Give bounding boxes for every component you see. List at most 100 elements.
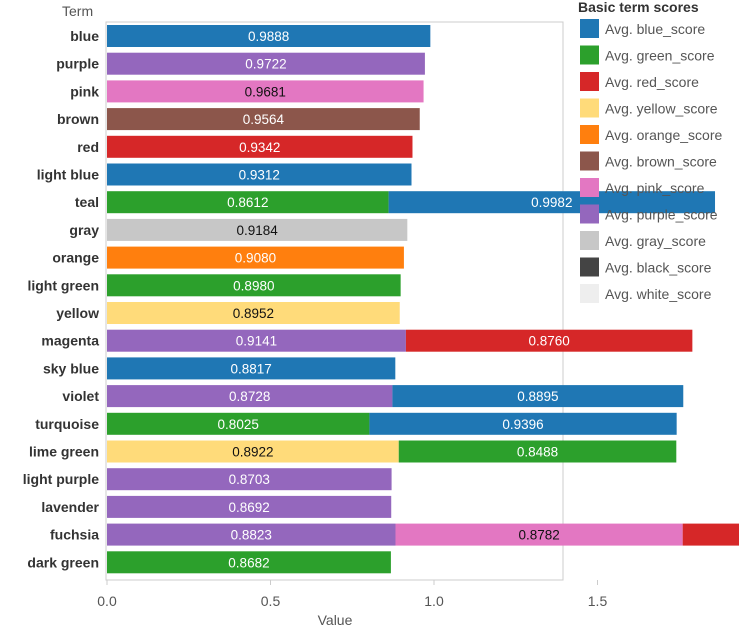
category-label-brown: brown: [57, 111, 99, 127]
legend-label-avg-purple-score: Avg. purple_score: [605, 207, 718, 223]
bar-lime-green-avg-yellow-score: [107, 440, 399, 463]
bar-orange-avg-orange-score: [107, 246, 404, 269]
bar-label-yellow-1: 0.8952: [233, 306, 274, 321]
bar-lavender-avg-purple-score: [107, 495, 392, 518]
category-label-teal: teal: [75, 194, 99, 210]
x-axis-ticks: 0.00.51.01.52.02.5: [97, 580, 608, 609]
category-label-violet: violet: [62, 388, 99, 404]
bar-label-turquoise-2: 0.9396: [502, 417, 543, 432]
legend-label-avg-yellow-score: Avg. yellow_score: [605, 101, 718, 117]
category-label-blue: blue: [70, 28, 99, 44]
bar-blue-avg-blue-score: [107, 25, 431, 47]
category-label-red: red: [77, 139, 99, 155]
bar-label-teal-1: 0.8612: [227, 195, 268, 210]
legend-swatch-avg-white-score: [580, 284, 599, 303]
bar-brown-avg-brown-score: [107, 108, 420, 131]
bar-labels: 0.9888 0.9722 0.9681 0.9564 0.9342 0.9312 0.86…: [218, 29, 573, 570]
category-label-yellow: yellow: [56, 305, 99, 321]
legend-swatch-avg-red-score: [580, 72, 599, 91]
category-labels: blue purple pink brown red light blue teal gray…: [23, 28, 100, 570]
bar-label-magenta-1: 0.9141: [236, 334, 277, 349]
bar-label-sky-blue-1: 0.8817: [231, 361, 272, 376]
category-label-lavender: lavender: [41, 499, 99, 515]
bars: [107, 25, 739, 574]
legend-label-avg-black-score: Avg. black_score: [605, 260, 712, 276]
bar-violet-avg-purple-score: [107, 385, 393, 408]
bar-label-violet-2: 0.8895: [517, 389, 558, 404]
bar-turquoise-avg-blue-score: [369, 412, 677, 435]
legend-swatch-avg-pink-score: [580, 178, 599, 197]
legend-label-avg-red-score: Avg. red_score: [605, 74, 699, 90]
category-label-light-green: light green: [27, 277, 99, 293]
bar-label-light-blue-1: 0.9312: [239, 168, 280, 183]
bar-label-red-1: 0.9342: [239, 140, 280, 155]
legend-swatch-avg-gray-score: [580, 231, 599, 250]
x-tick-label-1: 0.5: [261, 593, 281, 609]
x-tick-label-2: 1.0: [424, 593, 444, 609]
bar-light-blue-avg-blue-score: [107, 163, 412, 186]
bar-label-pink-1: 0.9681: [245, 84, 286, 99]
x-tick-label-3: 1.5: [588, 593, 608, 609]
bar-label-orange-1: 0.9080: [235, 251, 276, 266]
bar-label-light-purple-1: 0.8703: [229, 472, 270, 487]
bar-label-blue-1: 0.9888: [248, 29, 289, 44]
bar-light-purple-avg-purple-score: [107, 468, 392, 491]
plot-frame: [105, 21, 564, 581]
legend-label-avg-gray-score: Avg. gray_score: [605, 233, 706, 249]
bar-teal-avg-green-score: [107, 191, 389, 214]
bar-fuchsia-avg-pink-score: [395, 523, 683, 546]
bar-fuchsia-avg-red-score: [682, 523, 739, 546]
bar-label-violet-1: 0.8728: [229, 389, 270, 404]
bar-label-lime-green-2: 0.8488: [517, 445, 558, 460]
legend-label-avg-pink-score: Avg. pink_score: [605, 180, 705, 196]
legend-swatch-avg-yellow-score: [580, 98, 599, 118]
legend-swatch-avg-purple-score: [580, 204, 599, 224]
legend-label-avg-white-score: Avg. white_score: [605, 286, 712, 302]
legend-swatch-avg-brown-score: [580, 151, 599, 171]
legend-label-avg-blue-score: Avg. blue_score: [605, 21, 705, 37]
category-label-light-purple: light purple: [23, 471, 99, 487]
bar-yellow-avg-yellow-score: [107, 302, 400, 324]
bar-label-purple-1: 0.9722: [245, 57, 286, 72]
bar-label-fuchsia-2: 0.8782: [518, 528, 559, 543]
legend-label-avg-green-score: Avg. green_score: [605, 48, 715, 64]
bar-fuchsia-avg-purple-score: [107, 523, 396, 546]
bar-light-green-avg-green-score: [107, 274, 401, 297]
bar-label-teal-2: 0.9982: [531, 195, 572, 210]
legend-swatch-avg-blue-score: [580, 19, 599, 38]
bar-label-dark-green-1: 0.8682: [228, 555, 269, 570]
category-label-light-blue: light blue: [37, 167, 99, 183]
bar-sky-blue-avg-blue-score: [107, 357, 396, 380]
legend-swatch-avg-green-score: [580, 45, 599, 65]
bar-label-fuchsia-1: 0.8823: [231, 528, 272, 543]
bar-teal-avg-blue-score: [388, 191, 716, 214]
legend: Avg. blue_score Avg. green_score Avg. red_…: [580, 19, 722, 303]
bar-turquoise-avg-green-score: [107, 412, 370, 435]
category-label-magenta: magenta: [41, 333, 99, 349]
category-label-fuchsia: fuchsia: [50, 527, 99, 543]
bar-violet-avg-blue-score: [392, 385, 684, 408]
bar-magenta-avg-purple-score: [107, 329, 406, 352]
bar-label-magenta-2: 0.8760: [528, 334, 569, 349]
bar-red-avg-red-score: [107, 135, 413, 158]
bar-label-lavender-1: 0.8692: [228, 500, 269, 515]
bar-gray-avg-gray-score: [107, 218, 408, 241]
category-label-sky-blue: sky blue: [43, 360, 99, 376]
bar-label-light-green-1: 0.8980: [233, 278, 274, 293]
y-axis-title: Term: [62, 3, 93, 19]
legend-label-avg-orange-score: Avg. orange_score: [605, 127, 722, 143]
category-label-turquoise: turquoise: [35, 416, 99, 432]
legend-swatch-avg-orange-score: [580, 125, 599, 144]
category-label-orange: orange: [52, 250, 99, 266]
category-label-pink: pink: [70, 83, 99, 99]
bar-label-lime-green-1: 0.8922: [232, 445, 273, 460]
bar-label-brown-1: 0.9564: [243, 112, 285, 127]
category-label-purple: purple: [56, 56, 99, 72]
bar-purple-avg-purple-score: [107, 52, 425, 75]
bar-label-gray-1: 0.9184: [237, 223, 279, 238]
bar-dark-green-avg-green-score: [107, 551, 391, 574]
category-label-dark-green: dark green: [27, 554, 99, 570]
category-label-gray: gray: [69, 222, 99, 238]
category-label-lime-green: lime green: [29, 444, 99, 460]
